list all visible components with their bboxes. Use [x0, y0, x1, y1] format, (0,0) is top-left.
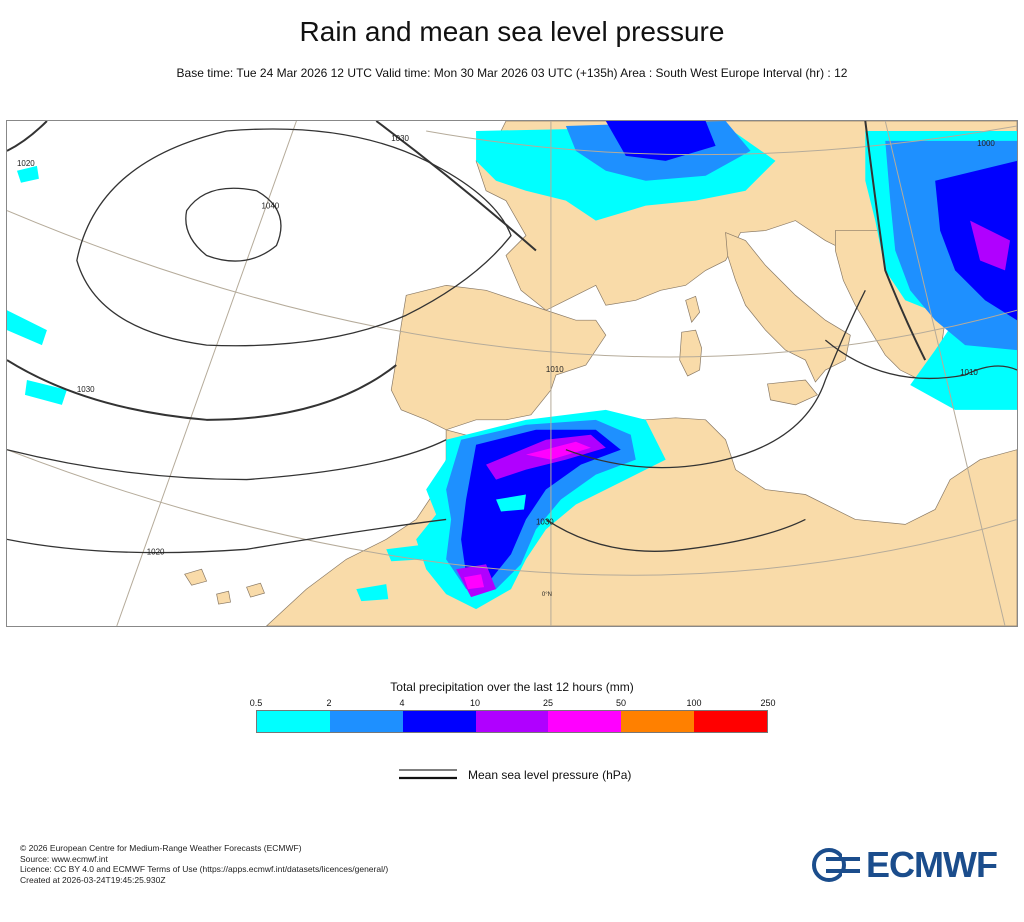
- isobar-1010-mediterranean: [565, 290, 866, 469]
- graticule-meridian-east: [884, 121, 1006, 626]
- footer-copyright: © 2026 European Centre for Medium-Range …: [20, 843, 302, 853]
- legend-tick: 0.5: [249, 698, 263, 708]
- ecmwf-logo-text: ECMWF: [866, 844, 998, 885]
- legend-swatch: [548, 711, 622, 732]
- mslp-legend-line-icon: [399, 769, 457, 780]
- legend-tick: 10: [469, 698, 481, 708]
- isobar-label: 1020: [17, 159, 35, 168]
- land-corsica: [685, 295, 701, 323]
- land-sardinia: [679, 329, 702, 377]
- isobar-high-center: [185, 187, 282, 262]
- legend-title: Total precipitation over the last 12 hou…: [390, 680, 634, 694]
- legend-swatch: [475, 711, 549, 732]
- legend-swatch: [621, 711, 695, 732]
- isobar-1030-north: [7, 121, 48, 152]
- isobar-1000-east: [864, 121, 927, 361]
- mslp-legend-label: Mean sea level pressure (hPa): [468, 768, 632, 782]
- graticule-parallel-top: [426, 125, 1017, 156]
- ecmwf-logo: ECMWF: [812, 844, 1008, 885]
- legend-swatch: [402, 711, 476, 732]
- legend-tick: 25: [542, 698, 554, 708]
- graticule-lines: [7, 121, 1017, 626]
- ecmwf-logo-icon: [812, 848, 860, 882]
- isobar-1030-south: [7, 359, 397, 421]
- footer-licence: Licence: CC BY 4.0 and ECMWF Terms of Us…: [20, 864, 389, 874]
- isobar-label: 1030: [391, 134, 409, 143]
- isobar-label: 1030: [536, 517, 554, 526]
- isobars: [7, 121, 1017, 554]
- land-sicily: [767, 379, 818, 406]
- isobar-label: 1020: [147, 547, 165, 556]
- graticule-meridian-west: [116, 121, 297, 626]
- legend-tick: 50: [615, 698, 627, 708]
- isobar-1020-lower: [7, 518, 447, 554]
- graticule-parallel-south: [7, 449, 1017, 576]
- isobar-label: 1040: [261, 202, 279, 211]
- legend-tick: 100: [686, 698, 702, 708]
- footer-created: Created at 2026-03-24T19:45:25.930Z: [20, 874, 166, 885]
- land-italy: [725, 232, 851, 383]
- legend-colorbar: [256, 710, 768, 733]
- legend-swatch: [694, 711, 768, 732]
- legend-tick: 2: [326, 698, 332, 708]
- legend-tick: 4: [399, 698, 405, 708]
- isobar-label: 1030: [77, 385, 95, 394]
- graticule-parallel-north: [7, 210, 1017, 358]
- isobar-label: 1010: [546, 365, 564, 374]
- chart-subtitle: Base time: Tue 24 Mar 2026 12 UTC Valid …: [176, 66, 848, 80]
- isobar-1030-ne: [375, 121, 537, 252]
- isobar-label: 1000: [977, 139, 995, 148]
- rain-purple-east: [970, 220, 1011, 271]
- legend-swatch: [329, 711, 403, 732]
- graticule-label: 0°N: [542, 592, 552, 598]
- isobar-label-group: 1030 1020 1040 1030 1020 1030 1010 1000 …: [17, 134, 995, 598]
- isobar-high-outer: [76, 128, 512, 347]
- isobar-label: 1010: [960, 368, 978, 377]
- legend-tick: 250: [760, 698, 776, 708]
- precipitation: [7, 121, 1017, 610]
- weather-map: 1030 1020 1040 1030 1020 1030 1010 1000 …: [6, 120, 1018, 627]
- footer-credits: © 2026 European Centre for Medium-Range …: [20, 843, 388, 885]
- land-canary-islands: [184, 568, 265, 605]
- chart-title: Rain and mean sea level pressure: [299, 16, 725, 47]
- legend-swatch: [257, 711, 330, 732]
- isobar-1010-africa: [545, 518, 806, 552]
- footer-source: Source: www.ecmwf.int: [20, 853, 108, 864]
- isobar-1010-east: [824, 339, 1017, 380]
- rain-darkblue-north: [605, 121, 716, 161]
- isobar-1020: [7, 439, 447, 481]
- rain-purple-morocco: [456, 434, 606, 598]
